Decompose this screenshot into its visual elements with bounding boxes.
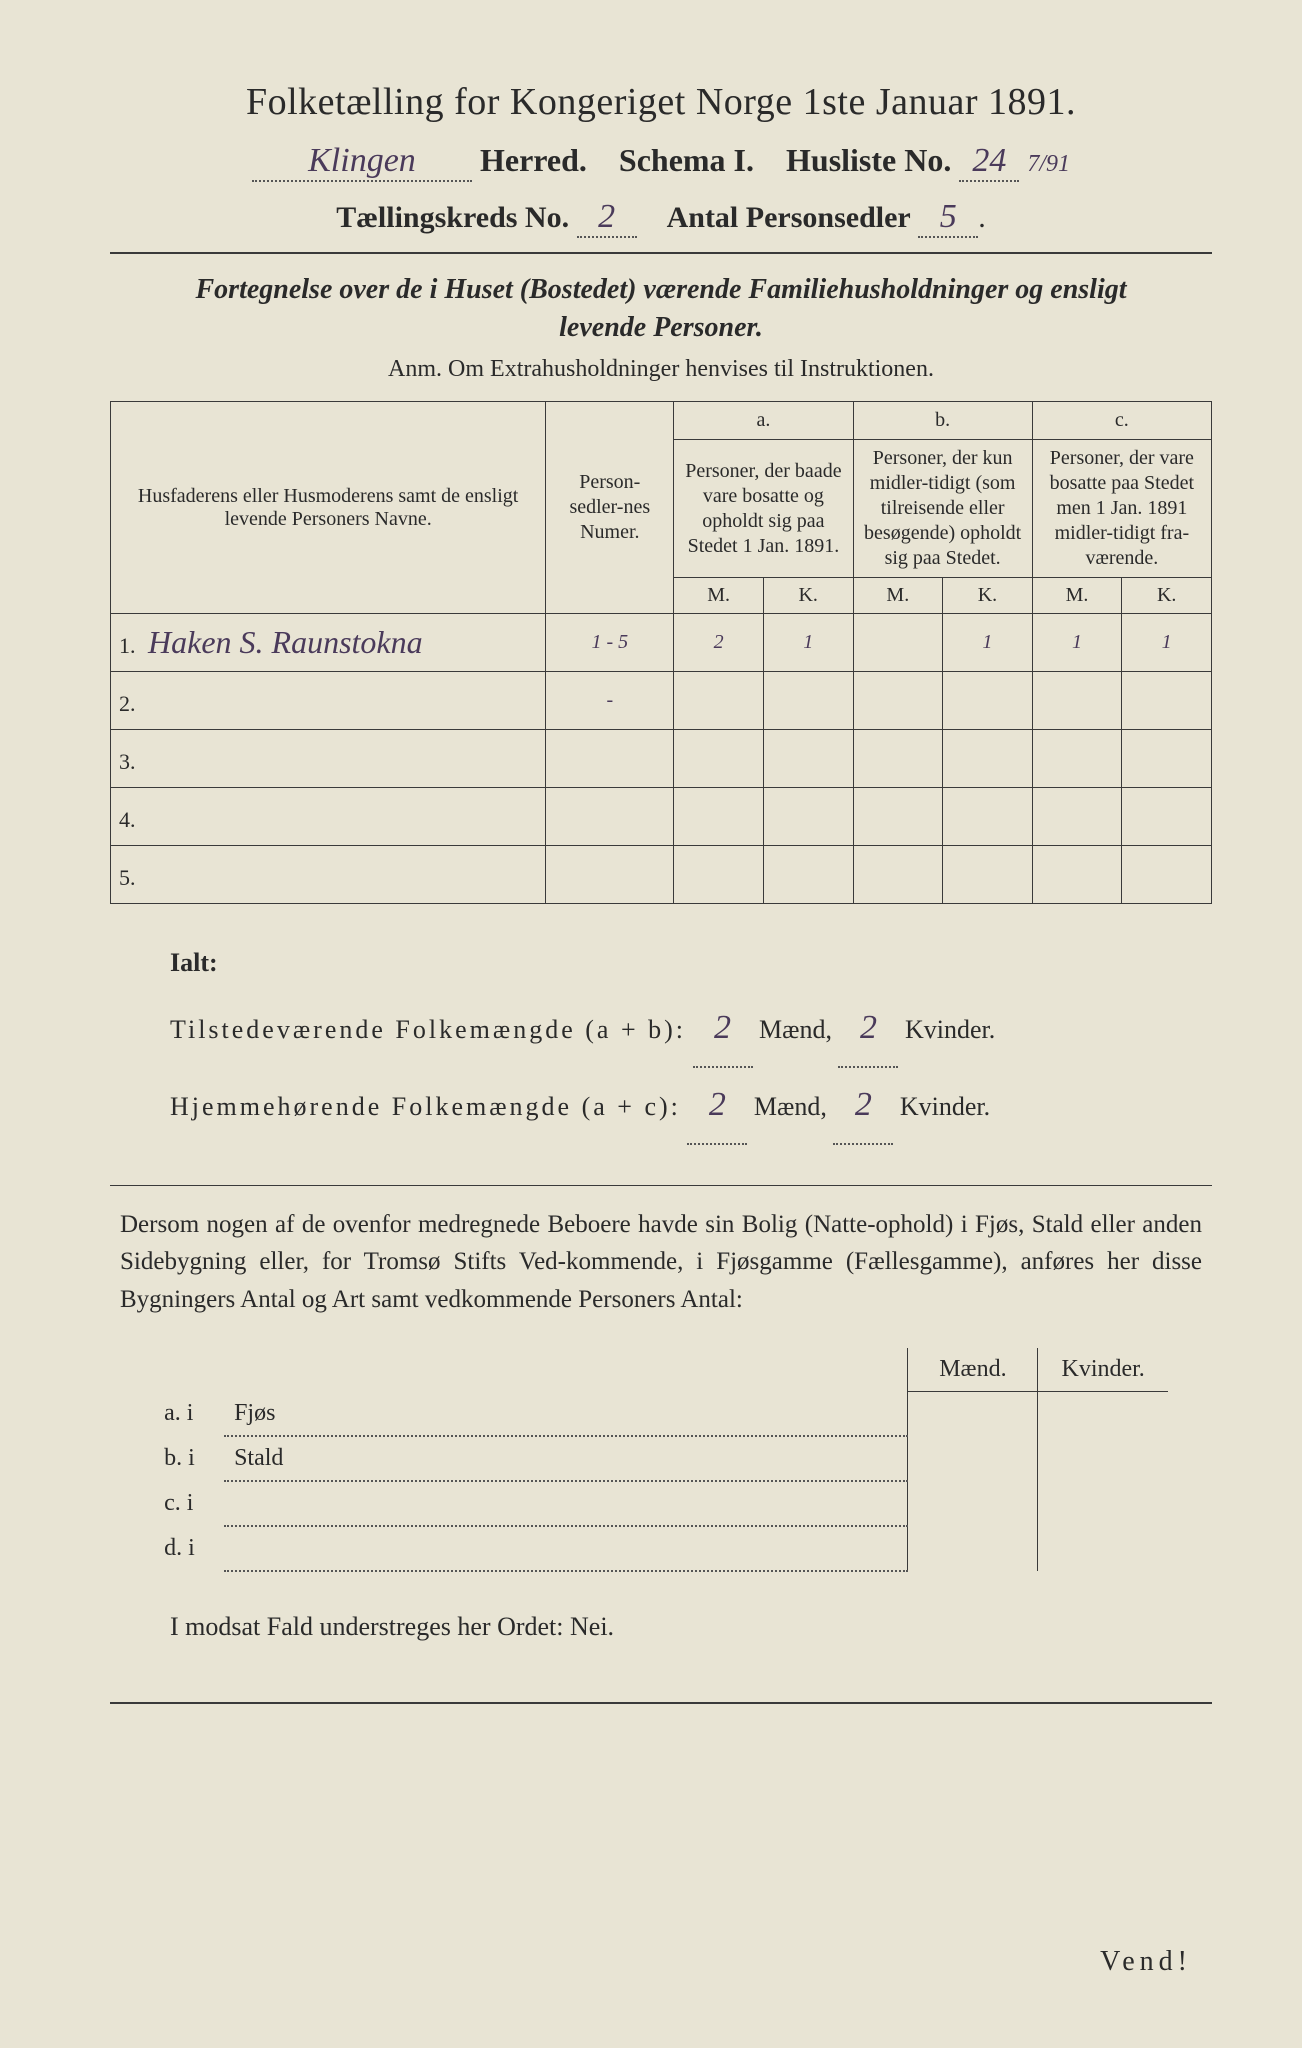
ialt-line-1: Tilstedeværende Folkemængde (a + b): 2 M…	[170, 991, 1172, 1068]
present-men: 2	[693, 991, 753, 1068]
ialt-block: Ialt: Tilstedeværende Folkemængde (a + b…	[170, 934, 1172, 1145]
col-c-m: M.	[1032, 578, 1122, 614]
resident-men: 2	[687, 1068, 747, 1145]
col-a-header: Personer, der baade vare bosatte og opho…	[674, 440, 853, 578]
subtitle-line-1: Fortegnelse over de i Huset (Bostedet) v…	[110, 274, 1212, 306]
col-name-header: Husfaderens eller Husmoderens samt de en…	[111, 402, 546, 614]
header-line-2: Klingen Herred. Schema I. Husliste No. 2…	[110, 142, 1212, 182]
col-b-m: M.	[853, 578, 943, 614]
col-a-m: M.	[674, 578, 764, 614]
col-c-top: c.	[1032, 402, 1211, 440]
col-b-top: b.	[853, 402, 1032, 440]
table-row: 1. Haken S. Raunstokna1 - 521111	[111, 614, 1212, 672]
col-b-k: K.	[943, 578, 1033, 614]
divider-2	[110, 1185, 1212, 1186]
sb-women-header: Kvinder.	[1038, 1348, 1168, 1392]
kreds-label: Tællingskreds No.	[336, 201, 569, 234]
household-table: Husfaderens eller Husmoderens samt de en…	[110, 401, 1212, 904]
herred-label: Herred.	[480, 142, 587, 178]
nei-line: I modsat Fald understreges her Ordet: Ne…	[170, 1612, 1212, 1642]
present-pop-label: Tilstedeværende Folkemængde (a + b):	[170, 1015, 686, 1044]
col-a-k: K.	[763, 578, 853, 614]
table-row: 2. -	[111, 672, 1212, 730]
husliste-suffix: 7/91	[1027, 151, 1070, 177]
men-label-1: Mænd,	[759, 1015, 832, 1044]
table-row: 4.	[111, 788, 1212, 846]
sb-row: c. i	[154, 1481, 1168, 1526]
antal-label: Antal Personsedler	[667, 201, 911, 234]
side-building-para: Dersom nogen af de ovenfor medregnede Be…	[120, 1206, 1202, 1319]
women-label-2: Kvinder.	[900, 1092, 990, 1121]
sb-row: a. iFjøs	[154, 1392, 1168, 1436]
sb-men-header: Mænd.	[908, 1348, 1038, 1392]
herred-value: Klingen	[252, 142, 472, 182]
resident-pop-label: Hjemmehørende Folkemængde (a + c):	[170, 1092, 681, 1121]
ialt-label: Ialt:	[170, 934, 1172, 991]
table-row: 3.	[111, 730, 1212, 788]
header-line-3: Tællingskreds No. 2 Antal Personsedler 5…	[110, 198, 1212, 238]
main-title: Folketælling for Kongeriget Norge 1ste J…	[110, 80, 1212, 124]
resident-women: 2	[833, 1068, 893, 1145]
table-row: 5.	[111, 846, 1212, 904]
schema-label: Schema I.	[619, 142, 754, 178]
anm-note: Anm. Om Extrahusholdninger henvises til …	[110, 356, 1212, 383]
sb-row: d. i	[154, 1526, 1168, 1571]
col-num-header: Person-sedler-nes Numer.	[546, 402, 674, 614]
present-women: 2	[838, 991, 898, 1068]
antal-value: 5	[918, 198, 978, 238]
divider-3	[110, 1702, 1212, 1704]
ialt-line-2: Hjemmehørende Folkemængde (a + c): 2 Mæn…	[170, 1068, 1172, 1145]
divider	[110, 252, 1212, 254]
census-form-page: Folketælling for Kongeriget Norge 1ste J…	[0, 0, 1302, 2048]
subtitle-line-2: levende Personer.	[110, 312, 1212, 344]
vend-label: Vend!	[1100, 1946, 1192, 1978]
side-building-table: Mænd. Kvinder. a. iFjøs b. iStald c. i d…	[154, 1348, 1168, 1572]
sb-row: b. iStald	[154, 1436, 1168, 1481]
husliste-value: 24	[959, 142, 1019, 182]
col-c-k: K.	[1122, 578, 1212, 614]
husliste-label: Husliste No.	[786, 142, 951, 178]
col-b-header: Personer, der kun midler-tidigt (som til…	[853, 440, 1032, 578]
col-c-header: Personer, der vare bosatte paa Stedet me…	[1032, 440, 1211, 578]
women-label-1: Kvinder.	[905, 1015, 995, 1044]
kreds-value: 2	[577, 198, 637, 238]
col-a-top: a.	[674, 402, 853, 440]
men-label-2: Mænd,	[754, 1092, 827, 1121]
